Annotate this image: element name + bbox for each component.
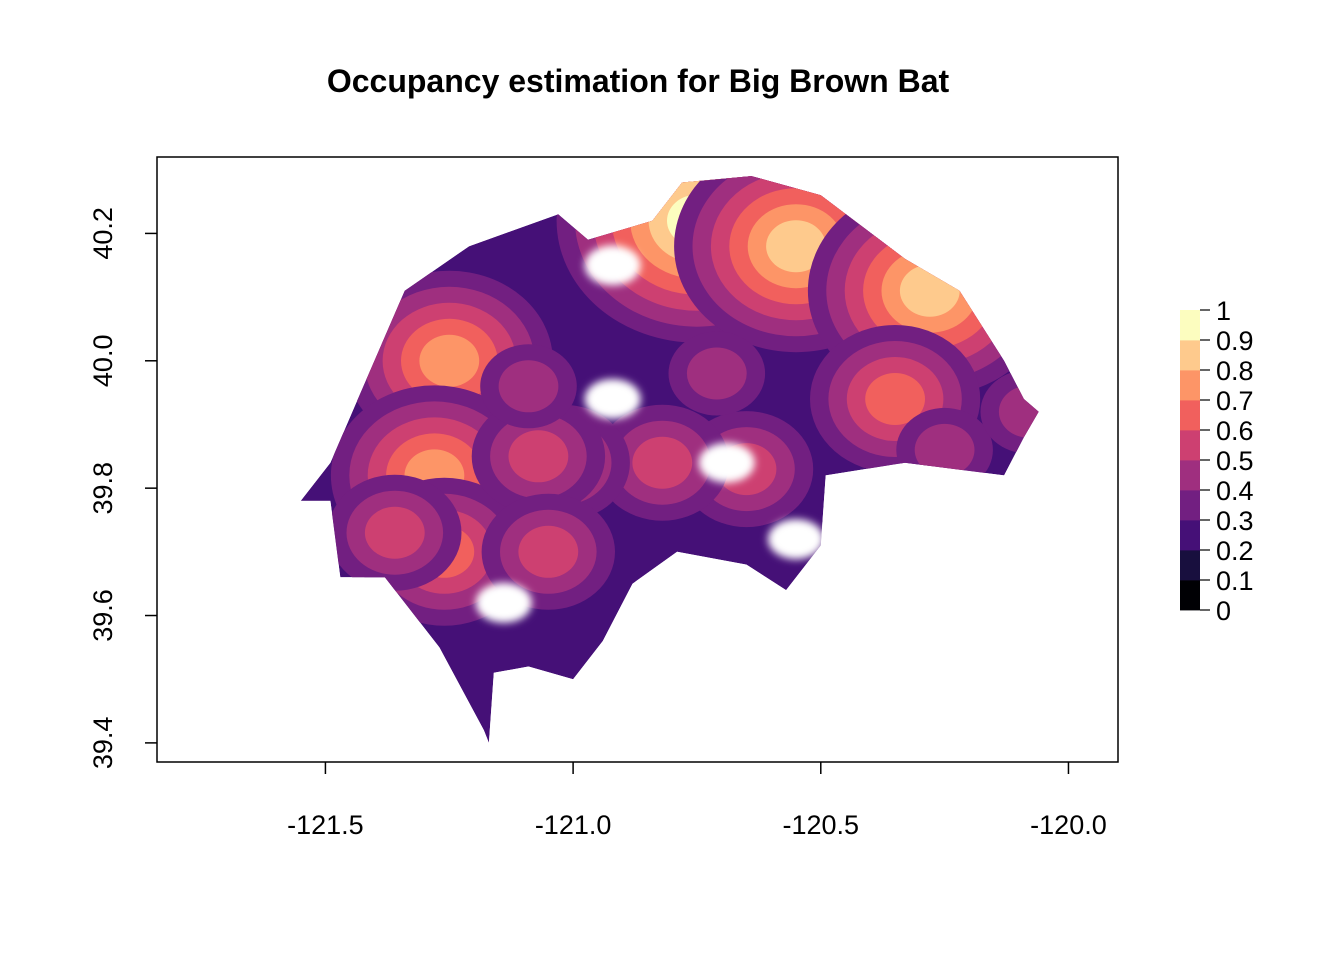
legend-label: 0.8 — [1216, 356, 1254, 386]
occupancy-patch — [480, 344, 577, 429]
legend-swatch — [1180, 490, 1200, 521]
legend-swatch — [1180, 430, 1200, 461]
occupancy-band — [686, 347, 747, 400]
legend-label: 0.2 — [1216, 536, 1254, 566]
occupancy-band — [518, 525, 579, 578]
occupancy-band — [998, 385, 1039, 438]
color-legend: 00.10.20.30.40.50.60.70.80.91 — [1180, 296, 1254, 626]
occupancy-patch — [481, 493, 615, 610]
no-data-gaps — [475, 245, 824, 623]
no-data-gap — [584, 245, 641, 286]
legend-swatch — [1180, 310, 1200, 341]
occupancy-patch — [980, 369, 1039, 454]
occupancy-patch — [471, 398, 606, 515]
no-data-gap — [475, 582, 532, 623]
occupancy-patch — [896, 407, 993, 492]
occupancy-band — [899, 264, 960, 317]
no-data-gap — [768, 519, 824, 560]
legend-swatch — [1180, 580, 1200, 611]
legend-swatch — [1180, 460, 1200, 491]
occupancy-patch — [328, 474, 462, 591]
legend-swatch — [1180, 520, 1200, 551]
legend-swatch — [1180, 550, 1200, 581]
legend-label: 0.9 — [1216, 326, 1254, 356]
no-data-gap — [698, 442, 755, 483]
occupancy-band — [364, 506, 425, 559]
occupancy-band — [632, 436, 693, 489]
legend-swatch — [1180, 400, 1200, 431]
y-tick-label: 40.2 — [88, 207, 118, 260]
occupancy-patch — [595, 404, 729, 521]
occupancy-patch — [668, 331, 766, 416]
y-tick-label: 40.0 — [88, 335, 118, 388]
no-data-gap — [584, 379, 641, 419]
legend-swatch — [1180, 370, 1200, 401]
legend-label: 0.1 — [1216, 566, 1254, 596]
x-axis: -121.5 -121.0 -120.5 -120.0 — [287, 762, 1107, 840]
map-title: Occupancy estimation for Big Brown Bat — [327, 63, 950, 99]
y-tick-label: 39.4 — [88, 717, 118, 770]
occupancy-band — [419, 334, 480, 387]
occupancy-band — [914, 423, 975, 476]
plot-frame — [156, 156, 1119, 763]
occupancy-band — [498, 360, 559, 413]
occupancy-band — [766, 220, 826, 273]
legend-label: 0.4 — [1216, 476, 1254, 506]
legend-label: 0 — [1216, 596, 1231, 626]
map-raster — [300, 176, 1039, 743]
x-tick-label: -120.0 — [1030, 810, 1107, 840]
occupancy-band — [508, 430, 569, 483]
x-tick-label: -121.5 — [287, 810, 364, 840]
legend-label: 0.6 — [1216, 416, 1254, 446]
y-tick-label: 39.6 — [88, 589, 118, 642]
legend-swatch — [1180, 340, 1200, 371]
x-tick-label: -121.0 — [535, 810, 612, 840]
legend-label: 0.5 — [1216, 446, 1254, 476]
y-axis: 39.4 39.6 39.8 40.0 40.2 — [88, 207, 157, 769]
x-tick-label: -120.5 — [783, 810, 860, 840]
y-tick-label: 39.8 — [88, 462, 118, 515]
occupancy-band — [865, 373, 925, 425]
legend-label: 0.3 — [1216, 506, 1254, 536]
legend-label: 1 — [1216, 296, 1231, 326]
legend-label: 0.7 — [1216, 386, 1254, 416]
